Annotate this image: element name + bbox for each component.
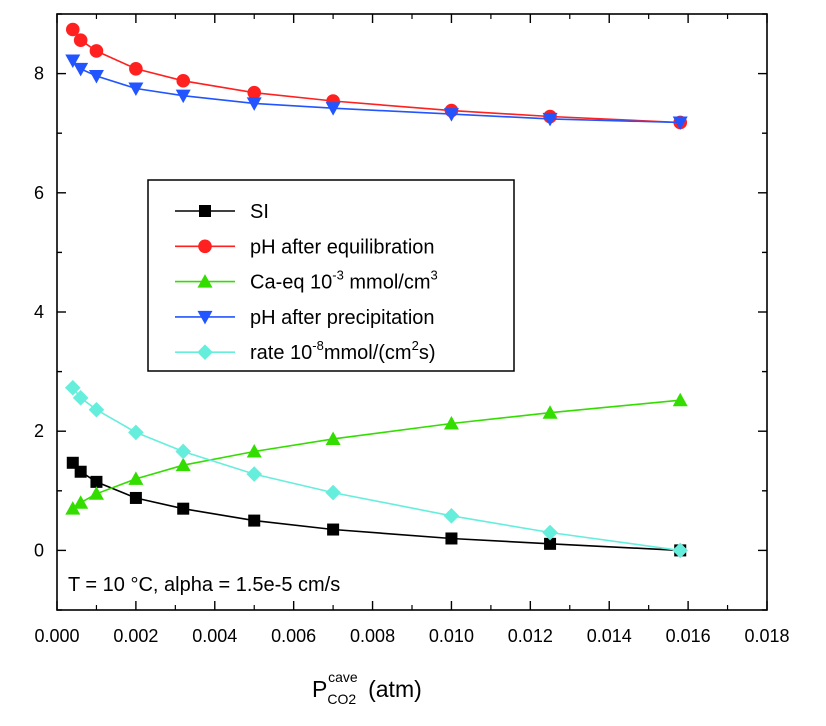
legend-marker — [197, 274, 213, 288]
legend-label: pH after precipitation — [250, 307, 435, 329]
data-point — [247, 85, 262, 100]
data-point — [544, 537, 557, 550]
legend-label: SI — [250, 201, 269, 223]
data-point — [248, 514, 261, 527]
data-point — [542, 524, 558, 541]
data-point — [325, 484, 341, 501]
data-point — [542, 112, 558, 127]
x-tick-label: 0.012 — [508, 626, 553, 646]
y-tick-label: 8 — [34, 64, 44, 84]
data-point — [73, 62, 89, 77]
data-point — [175, 457, 191, 472]
legend-marker — [197, 310, 213, 325]
x-tick-label: 0.004 — [192, 626, 237, 646]
legend-marker — [197, 344, 213, 360]
data-point — [74, 465, 87, 478]
data-point — [65, 501, 81, 515]
x-tick-label: 0.018 — [744, 626, 789, 646]
data-point — [65, 22, 80, 37]
legend-marker — [198, 239, 212, 254]
data-point — [88, 69, 104, 84]
data-point — [246, 97, 262, 111]
data-point — [542, 405, 558, 419]
data-point — [65, 54, 81, 68]
data-point — [175, 89, 191, 104]
series-group — [64, 22, 689, 559]
series-line — [72, 387, 681, 552]
data-point — [672, 116, 688, 130]
series-ph-after-precipitation — [65, 54, 688, 130]
data-point — [672, 392, 688, 407]
y-tick-label: 6 — [34, 183, 44, 203]
series-line — [72, 29, 681, 124]
data-point — [73, 495, 89, 509]
legend-item: Ca-eq 10-3 mmol/cm3 — [175, 268, 438, 294]
series-si — [66, 456, 687, 557]
series-ph-after-equilibration — [65, 22, 688, 130]
data-point — [443, 415, 459, 430]
legend: SI pH after equilibration Ca-eq 10-3 mmol/… — [147, 179, 515, 372]
data-point — [72, 390, 89, 406]
data-point — [88, 486, 104, 500]
series-line — [72, 462, 681, 552]
legend-item: rate 10-8mmol/(cm2s) — [175, 338, 436, 364]
x-tick-label: 0.010 — [429, 626, 474, 646]
series-line — [72, 59, 681, 124]
series-ca-eq — [65, 392, 688, 515]
data-point — [129, 491, 142, 504]
x-tick-label: 0.008 — [350, 626, 395, 646]
axes: 0.000 0.002 0.004 0.006 0.008 0.010 0.012 0.014… — [34, 13, 790, 646]
legend-label: Ca-eq 10-3 mmol/cm3 — [250, 268, 438, 294]
data-point — [128, 82, 144, 96]
data-point — [246, 443, 262, 458]
data-point — [246, 466, 263, 482]
data-point — [64, 379, 81, 396]
legend-item: SI — [175, 201, 269, 223]
x-tick-label: 0.016 — [666, 626, 711, 646]
data-point — [672, 542, 689, 559]
data-point — [443, 108, 459, 122]
data-point — [128, 471, 144, 485]
x-axis-label: PCO2cave (atm) — [312, 669, 422, 707]
x-tick-label: 0.014 — [587, 626, 632, 646]
data-point — [176, 73, 191, 88]
x-tick-label: 0.000 — [34, 626, 79, 646]
data-point — [88, 401, 105, 418]
data-point — [325, 431, 341, 445]
y-tick-label: 2 — [34, 421, 44, 441]
legend-label: rate 10-8mmol/(cm2s) — [250, 338, 436, 364]
data-point — [89, 44, 104, 58]
annotation-text: T = 10 °C, alpha = 1.5e-5 cm/s — [68, 574, 340, 596]
data-point — [325, 102, 341, 116]
series-rate — [64, 379, 689, 559]
data-point — [443, 508, 460, 524]
legend-label: pH after equilibration — [250, 236, 435, 258]
legend-item: pH after equilibration — [175, 236, 435, 258]
data-point — [73, 33, 88, 48]
legend-item: pH after precipitation — [175, 307, 435, 329]
data-point — [445, 532, 458, 545]
data-point — [90, 475, 103, 488]
series-line — [72, 399, 681, 510]
data-point — [175, 443, 192, 460]
x-tick-label: 0.006 — [271, 626, 316, 646]
y-tick-label: 0 — [34, 540, 44, 560]
data-point — [177, 502, 190, 515]
legend-marker — [199, 205, 211, 217]
y-tick-label: 4 — [34, 302, 44, 322]
data-point — [128, 424, 144, 441]
data-point — [327, 523, 340, 536]
x-tick-label: 0.002 — [113, 626, 158, 646]
data-point — [129, 62, 143, 76]
